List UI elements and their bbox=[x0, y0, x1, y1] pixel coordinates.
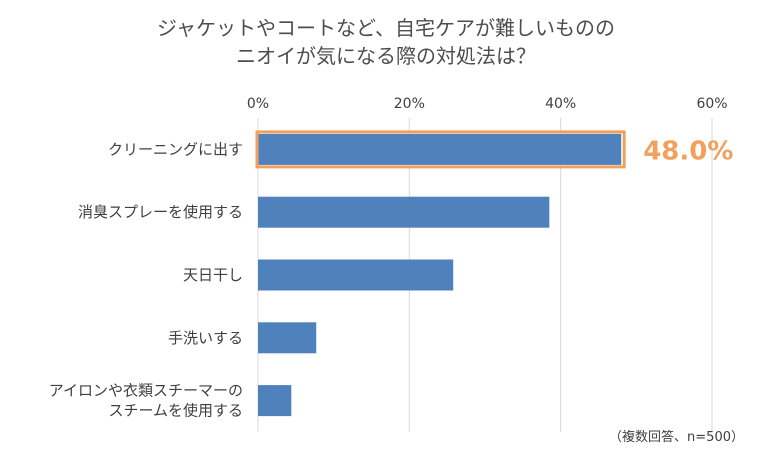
bar bbox=[258, 259, 454, 291]
bar bbox=[258, 322, 317, 354]
category-label: 消臭スプレーを使用する bbox=[78, 203, 243, 221]
category-label: 天日干し bbox=[183, 266, 243, 284]
sample-note: （複数回答、n=500） bbox=[609, 430, 744, 445]
category-label: スチームを使用する bbox=[108, 402, 243, 420]
category-label: クリーニングに出す bbox=[108, 140, 243, 158]
data-label: 48.0% bbox=[643, 136, 733, 166]
chart-title-line-2: ニオイが気になる際の対処法は？ bbox=[236, 44, 536, 68]
chart-title: ジャケットやコートなど、自宅ケアが難しいものの ニオイが気になる際の対処法は？ bbox=[0, 14, 772, 70]
chart-title-line-1: ジャケットやコートなど、自宅ケアが難しいものの bbox=[157, 16, 615, 40]
x-tick-label: 60% bbox=[696, 96, 727, 112]
x-tick-label: 20% bbox=[394, 96, 425, 112]
bar bbox=[258, 133, 622, 165]
bar bbox=[258, 385, 292, 417]
category-label: アイロンや衣類スチーマーの bbox=[49, 382, 243, 400]
category-label: 手洗いする bbox=[168, 329, 243, 347]
x-tick-label: 40% bbox=[545, 96, 576, 112]
x-tick-label: 0% bbox=[247, 96, 269, 112]
bar bbox=[258, 196, 550, 228]
highlight-frame bbox=[255, 130, 626, 169]
